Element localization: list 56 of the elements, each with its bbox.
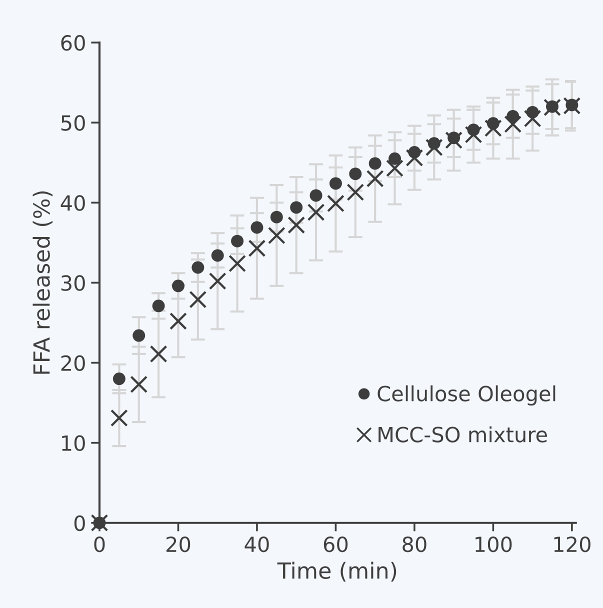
point <box>406 149 424 167</box>
point <box>152 300 165 312</box>
x-tick-label: 80 <box>402 536 426 552</box>
point <box>346 184 364 202</box>
point <box>349 168 362 180</box>
point <box>368 157 382 170</box>
x-tick-label: 60 <box>324 536 348 552</box>
point <box>425 138 443 156</box>
x-tick-label: 40 <box>244 536 269 552</box>
point <box>524 110 542 128</box>
y-tick-label: 0 <box>74 515 85 532</box>
x-axis-title: Time (min) <box>277 562 396 582</box>
point <box>464 126 482 144</box>
y-tick-label: 50 <box>61 115 85 131</box>
legend-label: Cellulose Oleogel <box>378 385 556 406</box>
point <box>268 226 286 244</box>
point <box>110 409 128 427</box>
point <box>388 152 402 165</box>
point <box>231 234 244 248</box>
point <box>366 170 384 188</box>
point <box>445 131 463 149</box>
point <box>132 329 146 342</box>
point <box>563 97 581 115</box>
x-tick-label: 20 <box>166 536 190 552</box>
point <box>211 249 224 262</box>
point <box>150 345 168 363</box>
y-axis-title: FFA released (%) <box>32 191 53 374</box>
point <box>189 290 207 308</box>
x-tick-label: 0 <box>94 536 105 552</box>
point <box>228 254 246 272</box>
y-tick-label: 40 <box>60 195 85 211</box>
point <box>130 376 148 394</box>
point <box>192 261 204 274</box>
point <box>386 159 404 177</box>
point <box>326 194 344 212</box>
point <box>307 204 325 222</box>
y-tick-label: 30 <box>61 275 85 291</box>
point <box>329 177 342 190</box>
point <box>248 240 266 258</box>
point <box>288 216 306 234</box>
point <box>250 221 264 234</box>
y-tick-label: 60 <box>61 35 85 51</box>
point <box>112 372 126 386</box>
point <box>169 312 187 330</box>
point <box>172 280 184 292</box>
point <box>504 115 522 133</box>
y-tick-label: 20 <box>61 355 85 371</box>
x-tick-label: 100 <box>476 536 512 552</box>
point <box>290 201 303 214</box>
point <box>270 210 283 224</box>
point <box>310 189 322 202</box>
point <box>543 98 561 116</box>
point <box>208 272 226 290</box>
legend-label: MCC-SO mixture <box>378 426 547 442</box>
x-tick-label: 120 <box>554 536 590 552</box>
y-tick-label: 10 <box>62 435 85 452</box>
